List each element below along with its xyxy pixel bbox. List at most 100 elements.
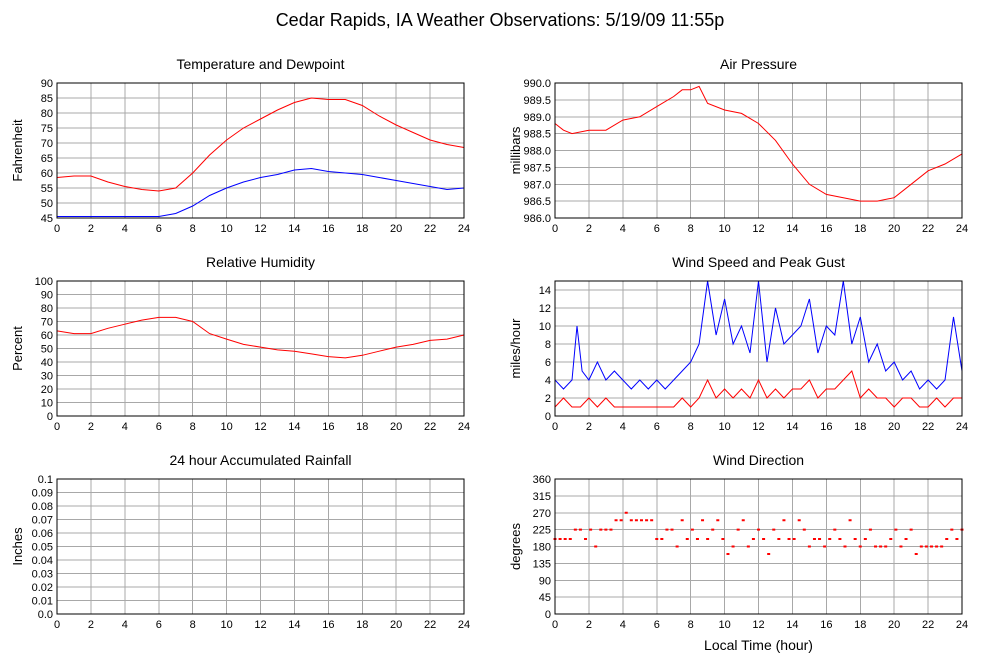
direction-point: [762, 538, 766, 540]
x-tick-label: 24: [956, 223, 968, 235]
x-tick-label: 4: [122, 421, 128, 433]
y-tick-label: 50: [41, 344, 53, 356]
y-tick-label: 0.1: [38, 474, 53, 486]
direction-point: [584, 538, 588, 540]
y-tick-label: 55: [41, 183, 53, 195]
x-tick-label: 20: [888, 421, 900, 433]
y-tick-label: 0.09: [32, 488, 53, 500]
x-tick-label: 2: [88, 421, 94, 433]
x-tick-label: 2: [586, 619, 592, 631]
y-tick-label: 989.0: [523, 112, 551, 124]
direction-xlabel: Local Time (hour): [704, 637, 813, 653]
direction-plot-frame: [554, 478, 963, 615]
x-tick-label: 20: [390, 619, 402, 631]
direction-chart: 0 2 4 6 8 10 12 14 16 18 20 22 240459013518022527031…: [508, 452, 968, 653]
pressure-ylabel: millibars: [508, 126, 523, 174]
x-tick-label: 2: [88, 619, 94, 631]
y-tick-label: 988.5: [523, 129, 551, 141]
direction-point: [680, 519, 684, 522]
x-tick-label: 6: [654, 421, 660, 433]
x-tick-label: 18: [356, 223, 368, 235]
direction-point: [563, 538, 567, 540]
y-tick-label: 20: [41, 384, 53, 396]
x-tick-label: 20: [390, 421, 402, 433]
y-tick-label: 100: [35, 276, 53, 288]
x-tick-label: 24: [956, 421, 968, 433]
y-tick-label: 0.02: [32, 582, 53, 594]
y-tick-label: 70: [41, 138, 53, 150]
y-tick-label: 90: [41, 290, 53, 302]
direction-point: [685, 538, 689, 540]
direction-point: [772, 528, 776, 531]
y-tick-label: 10: [539, 321, 551, 333]
direction-point: [924, 545, 928, 548]
x-tick-label: 12: [752, 223, 764, 235]
direction-point: [767, 553, 771, 555]
x-tick-label: 20: [888, 619, 900, 631]
page-title: Cedar Rapids, IA Weather Observations: 5…: [276, 10, 725, 30]
x-tick-label: 12: [752, 421, 764, 433]
x-tick-label: 16: [322, 223, 334, 235]
x-tick-label: 18: [854, 619, 866, 631]
y-tick-label: 315: [533, 491, 551, 503]
direction-point: [802, 528, 806, 531]
y-tick-label: 90: [41, 78, 53, 90]
wind-plot-frame: [554, 280, 963, 417]
temp-series-1: [57, 167, 465, 217]
y-tick-label: 0.07: [32, 515, 53, 527]
humidity-title: Relative Humidity: [206, 254, 315, 270]
direction-point: [609, 528, 613, 531]
y-tick-label: 135: [533, 558, 551, 570]
humidity-plot-frame: [56, 280, 465, 417]
y-tick-label: 0.01: [32, 596, 53, 608]
x-tick-label: 14: [288, 421, 300, 433]
direction-point: [650, 519, 654, 522]
direction-point: [741, 519, 745, 522]
x-tick-label: 2: [586, 223, 592, 235]
y-tick-label: 60: [41, 168, 53, 180]
direction-point: [899, 545, 903, 548]
y-tick-label: 2: [545, 393, 551, 405]
direction-point: [853, 538, 857, 540]
direction-point: [716, 519, 720, 522]
x-tick-label: 8: [190, 421, 196, 433]
direction-point: [782, 519, 786, 522]
y-tick-label: 90: [539, 575, 551, 587]
x-tick-label: 8: [190, 619, 196, 631]
direction-point: [624, 511, 628, 514]
x-tick-label: 10: [718, 619, 730, 631]
y-tick-label: 986.0: [523, 213, 551, 225]
direction-point: [655, 538, 659, 540]
x-tick-label: 6: [156, 223, 162, 235]
y-tick-label: 0.05: [32, 542, 53, 554]
y-tick-label: 60: [41, 330, 53, 342]
direction-point: [889, 538, 893, 540]
x-tick-label: 4: [122, 619, 128, 631]
direction-point: [848, 519, 852, 522]
direction-point: [701, 519, 705, 522]
x-tick-label: 4: [620, 619, 626, 631]
x-tick-label: 14: [786, 421, 798, 433]
y-tick-label: 0: [47, 411, 53, 423]
y-tick-label: 4: [545, 375, 551, 387]
humidity-ylabel: Percent: [10, 326, 25, 371]
direction-point: [863, 538, 867, 540]
humidity-series-0: [56, 316, 465, 359]
temp-chart: 0 2 4 6 8 10 12 14 16 18 20 22 244550556065707580859…: [10, 56, 470, 235]
rain-chart: 0 2 4 6 8 10 12 14 16 18 20 22 240.00.010.020.030.04…: [10, 452, 470, 631]
direction-point: [711, 528, 715, 531]
x-tick-label: 10: [718, 223, 730, 235]
direction-title: Wind Direction: [713, 452, 804, 468]
direction-point: [573, 528, 577, 531]
x-tick-label: 12: [254, 223, 266, 235]
direction-point: [706, 538, 710, 540]
x-tick-label: 24: [458, 421, 470, 433]
y-tick-label: 0.08: [32, 501, 53, 513]
direction-point: [604, 528, 608, 531]
y-tick-label: 0.0: [38, 609, 53, 621]
direction-point: [945, 538, 949, 540]
x-tick-label: 16: [820, 619, 832, 631]
direction-point: [797, 519, 801, 522]
x-tick-label: 6: [156, 421, 162, 433]
y-tick-label: 50: [41, 198, 53, 210]
